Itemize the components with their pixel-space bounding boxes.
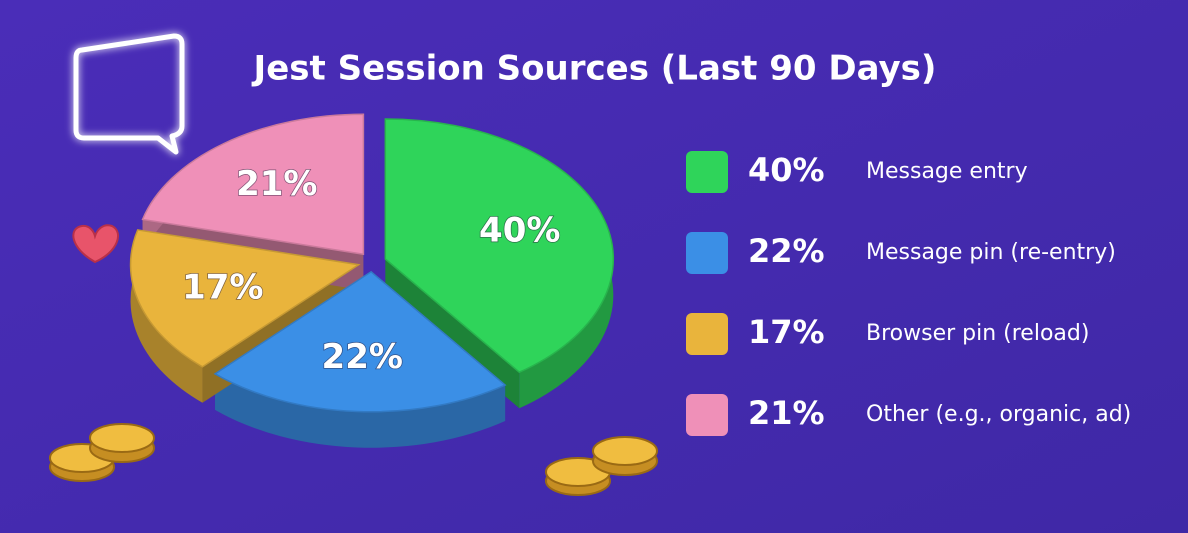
slice [384, 118, 615, 374]
slice-side [215, 373, 506, 448]
slice-label: 40% [479, 211, 560, 251]
legend-swatch [686, 232, 728, 274]
legend-value: 40% [748, 151, 825, 189]
slice-side [130, 229, 203, 403]
legend-label: Browser pin (reload) [866, 321, 1089, 346]
legend-swatch [686, 151, 728, 193]
coins-right [545, 436, 658, 496]
legend-label: Message entry [866, 159, 1028, 184]
slice-label: 17% [182, 267, 263, 307]
heart-icon [72, 224, 119, 264]
pie: 40% 22% 17% 21% [129, 113, 615, 448]
slice [129, 229, 361, 368]
legend-value: 21% [748, 394, 825, 432]
coins-left [49, 423, 155, 482]
legend-value: 17% [748, 313, 825, 351]
slice [141, 113, 365, 256]
chat-icon [73, 33, 185, 155]
legend-label: Other (e.g., organic, ad) [866, 402, 1131, 427]
legend-label: Message pin (re-entry) [866, 240, 1116, 265]
slice-label: 22% [322, 337, 403, 377]
chart-title: Jest Session Sources (Last 90 Days) [252, 49, 937, 89]
slice-label: 21% [236, 164, 317, 204]
legend: 40% Message entry 22% Message pin (re-entry… [686, 151, 1131, 436]
legend-swatch [686, 394, 728, 436]
legend-swatch [686, 313, 728, 355]
legend-value: 22% [748, 232, 825, 270]
slice [213, 270, 507, 413]
